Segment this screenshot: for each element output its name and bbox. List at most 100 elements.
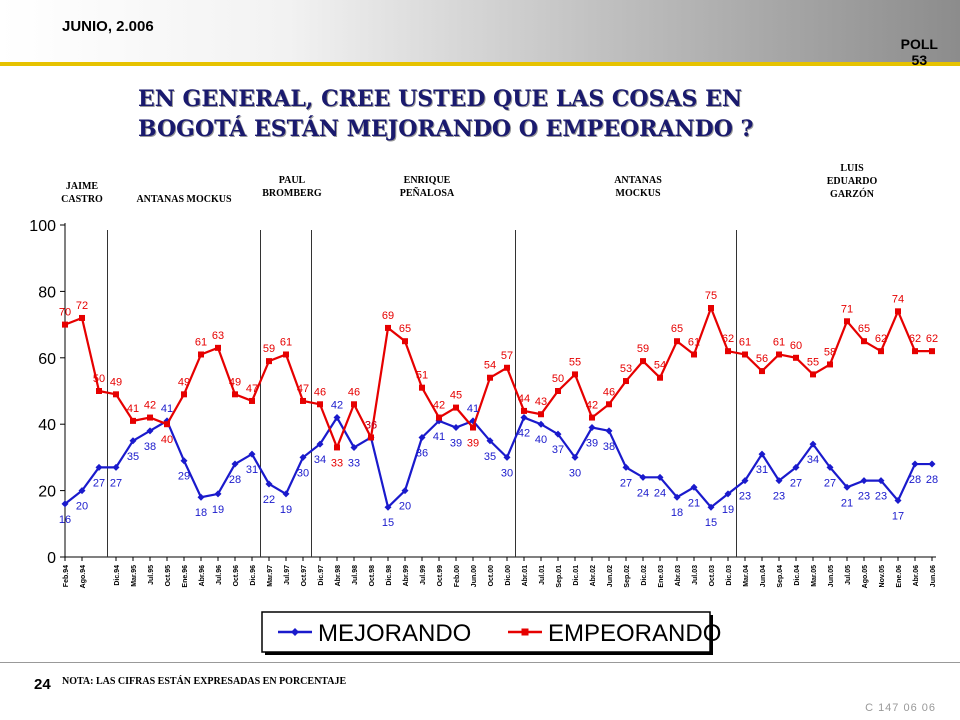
data-point-empeorando [912, 348, 918, 355]
x-tick-label: Dic.04 [794, 565, 801, 586]
data-label-mejorando: 35 [484, 451, 496, 463]
data-point-mejorando [928, 460, 936, 468]
data-label-mejorando: 30 [297, 467, 309, 479]
data-label-mejorando: 35 [127, 451, 139, 463]
data-point-empeorando [385, 324, 391, 331]
x-tick-label: Dic.96 [250, 565, 257, 586]
data-label-mejorando: 23 [773, 491, 785, 503]
data-label-mejorando: 23 [875, 491, 887, 503]
data-point-empeorando [623, 378, 629, 385]
footer-divider [0, 662, 960, 663]
data-label-empeorando: 39 [467, 438, 479, 450]
data-label-mejorando: 22 [263, 494, 275, 506]
data-point-mejorando [350, 443, 358, 451]
x-tick-label: Dic.02 [641, 565, 648, 586]
data-label-empeorando: 51 [416, 370, 428, 382]
data-point-empeorando [164, 421, 170, 428]
x-tick-label: Dic.00 [505, 565, 512, 586]
x-tick-label: Jul.97 [284, 565, 291, 585]
mayor-label-mockus-2: ANTANAS MOCKUS [598, 174, 678, 200]
data-point-empeorando [232, 391, 238, 398]
x-tick-label: Jun.00 [471, 565, 478, 587]
data-label-mejorando: 42 [331, 400, 343, 412]
data-label-empeorando: 63 [212, 330, 224, 342]
legend-marker-mejorando [291, 628, 299, 636]
data-label-mejorando: 27 [620, 477, 632, 489]
data-point-mejorando [452, 424, 460, 432]
x-tick-label: Oct.97 [301, 565, 308, 587]
x-tick-label: Abr.02 [590, 565, 597, 587]
mayor-line: CASTRO [61, 194, 103, 205]
data-point-mejorando [95, 463, 103, 471]
x-tick-label: Mar.97 [267, 565, 274, 587]
mayor-line: MOCKUS [615, 188, 661, 199]
x-tick-label: Jul.01 [539, 565, 546, 585]
data-point-empeorando [572, 371, 578, 378]
data-point-mejorando [486, 437, 494, 445]
data-label-empeorando: 59 [637, 343, 649, 355]
poll-badge: POLL 53 [901, 36, 938, 68]
data-point-mejorando [877, 477, 885, 485]
x-tick-label: Jun.06 [930, 565, 937, 587]
data-label-mejorando: 27 [93, 477, 105, 489]
data-label-mejorando: 18 [195, 507, 207, 519]
y-tick-label: 40 [38, 417, 56, 434]
x-tick-label: Jul.96 [216, 565, 223, 585]
data-point-empeorando [555, 388, 561, 394]
data-point-mejorando [197, 493, 205, 501]
x-tick-label: Ene.96 [182, 565, 189, 588]
x-tick-label: Jul.98 [352, 565, 359, 585]
data-label-mejorando: 39 [586, 438, 598, 450]
mayor-label-garzon: LUIS EDUARDO GARZÓN [812, 162, 892, 201]
data-label-empeorando: 58 [824, 346, 836, 358]
data-point-empeorando [793, 354, 799, 361]
data-point-mejorando [809, 440, 817, 448]
data-label-empeorando: 65 [671, 323, 683, 335]
mayor-label-bromberg: PAUL BROMBERG [250, 174, 334, 200]
data-label-empeorando: 65 [858, 323, 870, 335]
data-point-empeorando [334, 444, 340, 451]
mayor-label-penalosa: ENRIQUE PEÑALOSA [382, 174, 472, 200]
data-point-mejorando [554, 430, 562, 438]
legend-marker-empeorando [521, 628, 529, 636]
data-label-mejorando: 18 [671, 507, 683, 519]
data-label-empeorando: 55 [569, 356, 581, 368]
data-label-mejorando: 20 [76, 501, 88, 513]
x-tick-label: Abr.03 [675, 565, 682, 587]
data-point-empeorando [266, 358, 272, 365]
data-label-empeorando: 49 [110, 376, 122, 388]
data-label-mejorando: 41 [467, 403, 479, 415]
data-label-mejorando: 38 [144, 441, 156, 453]
data-label-mejorando: 29 [178, 471, 190, 483]
x-tick-label: Jul.99 [420, 565, 427, 585]
data-label-empeorando: 42 [586, 400, 598, 412]
data-point-mejorando [61, 500, 69, 508]
data-label-mejorando: 20 [399, 501, 411, 513]
mayor-line: ANTANAS [614, 175, 662, 186]
data-label-empeorando: 42 [433, 400, 445, 412]
data-point-empeorando [368, 434, 374, 441]
data-point-empeorando [249, 397, 255, 404]
series-line-mejorando [64, 415, 932, 510]
x-tick-label: Dic.03 [726, 565, 733, 586]
data-point-empeorando [929, 348, 935, 355]
x-tick-label: Dic.98 [386, 565, 393, 586]
data-point-mejorando [231, 460, 239, 468]
data-label-empeorando: 61 [195, 336, 207, 348]
data-label-empeorando: 75 [705, 290, 717, 302]
x-tick-label: Mar.05 [811, 565, 818, 587]
data-point-empeorando [606, 401, 612, 408]
mayor-line: PAUL [278, 175, 306, 186]
poll-label: POLL [900, 36, 938, 52]
data-point-mejorando [758, 450, 766, 458]
legend-box [261, 611, 711, 653]
y-tick-label: 100 [29, 218, 56, 235]
x-tick-label: Dic.01 [573, 565, 580, 586]
mayor-line: ENRIQUE [403, 175, 451, 186]
data-label-mejorando: 31 [756, 464, 768, 476]
mayor-label-mockus-1: ANTANAS MOCKUS [116, 193, 252, 206]
poll-number: 53 [911, 52, 928, 68]
data-point-mejorando [520, 414, 528, 422]
data-label-mejorando: 36 [365, 419, 377, 431]
